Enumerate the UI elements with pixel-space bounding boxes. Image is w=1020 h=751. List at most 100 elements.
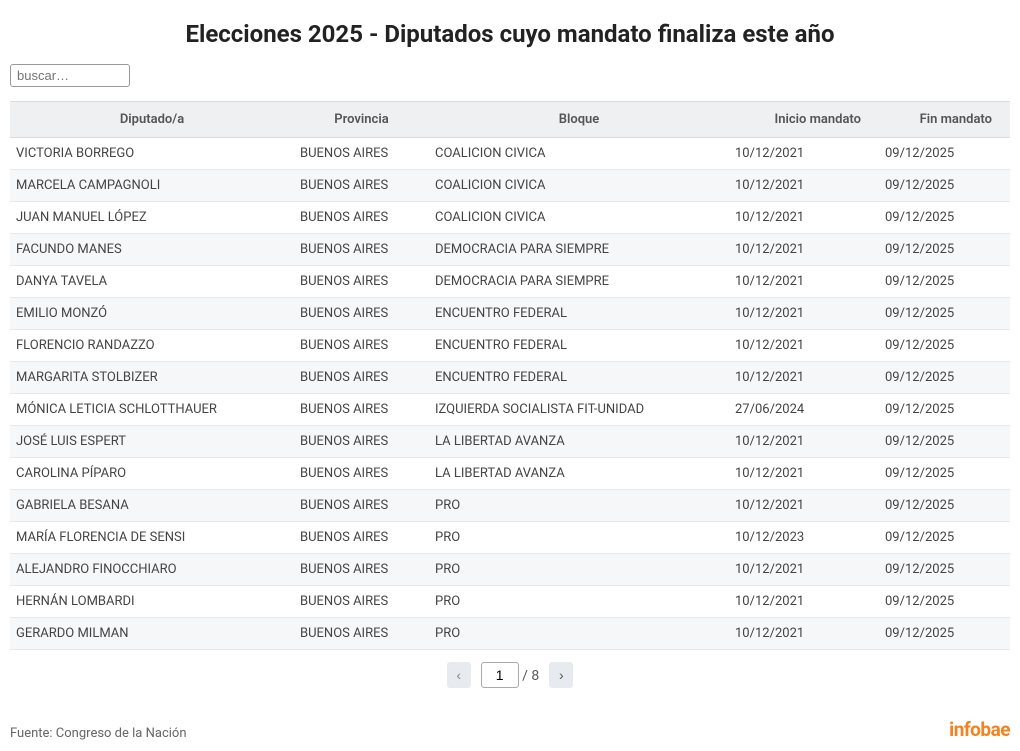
diputados-table: Diputado/a Provincia Bloque Inicio manda… bbox=[10, 101, 1010, 650]
footer: Fuente: Congreso de la Nación infobae bbox=[10, 718, 1010, 741]
cell-bloque: DEMOCRACIA PARA SIEMPRE bbox=[429, 266, 729, 298]
cell-dip: HERNÁN LOMBARDI bbox=[10, 586, 294, 618]
cell-dip: EMILIO MONZÓ bbox=[10, 298, 294, 330]
cell-dip: VICTORIA BORREGO bbox=[10, 138, 294, 170]
cell-fin: 09/12/2025 bbox=[879, 362, 1010, 394]
cell-dip: JUAN MANUEL LÓPEZ bbox=[10, 202, 294, 234]
page-title: Elecciones 2025 - Diputados cuyo mandato… bbox=[10, 20, 1010, 48]
col-header-inicio[interactable]: Inicio mandato bbox=[729, 102, 879, 138]
page-indicator: / 8 bbox=[481, 662, 540, 688]
cell-bloque: COALICION CIVICA bbox=[429, 138, 729, 170]
cell-inicio: 10/12/2021 bbox=[729, 554, 879, 586]
col-header-provincia[interactable]: Provincia bbox=[294, 102, 429, 138]
cell-dip: MÓNICA LETICIA SCHLOTTHAUER bbox=[10, 394, 294, 426]
cell-inicio: 10/12/2021 bbox=[729, 586, 879, 618]
cell-inicio: 10/12/2023 bbox=[729, 522, 879, 554]
cell-prov: BUENOS AIRES bbox=[294, 586, 429, 618]
cell-prov: BUENOS AIRES bbox=[294, 298, 429, 330]
cell-prov: BUENOS AIRES bbox=[294, 330, 429, 362]
table-row: MARGARITA STOLBIZERBUENOS AIRESENCUENTRO… bbox=[10, 362, 1010, 394]
cell-fin: 09/12/2025 bbox=[879, 394, 1010, 426]
cell-bloque: PRO bbox=[429, 522, 729, 554]
table-row: MÓNICA LETICIA SCHLOTTHAUERBUENOS AIRESI… bbox=[10, 394, 1010, 426]
cell-fin: 09/12/2025 bbox=[879, 266, 1010, 298]
cell-prov: BUENOS AIRES bbox=[294, 426, 429, 458]
cell-prov: BUENOS AIRES bbox=[294, 458, 429, 490]
prev-page-button[interactable]: ‹ bbox=[447, 662, 471, 688]
table-row: FACUNDO MANESBUENOS AIRESDEMOCRACIA PARA… bbox=[10, 234, 1010, 266]
table-row: MARÍA FLORENCIA DE SENSIBUENOS AIRESPRO1… bbox=[10, 522, 1010, 554]
cell-dip: CAROLINA PÍPARO bbox=[10, 458, 294, 490]
table-header-row: Diputado/a Provincia Bloque Inicio manda… bbox=[10, 102, 1010, 138]
table-row: DANYA TAVELABUENOS AIRESDEMOCRACIA PARA … bbox=[10, 266, 1010, 298]
cell-bloque: PRO bbox=[429, 618, 729, 650]
cell-bloque: COALICION CIVICA bbox=[429, 170, 729, 202]
cell-dip: FLORENCIO RANDAZZO bbox=[10, 330, 294, 362]
table-row: CAROLINA PÍPAROBUENOS AIRESLA LIBERTAD A… bbox=[10, 458, 1010, 490]
page-total-label: / 8 bbox=[522, 668, 539, 684]
cell-bloque: COALICION CIVICA bbox=[429, 202, 729, 234]
next-page-button[interactable]: › bbox=[549, 662, 573, 688]
table-row: EMILIO MONZÓBUENOS AIRESENCUENTRO FEDERA… bbox=[10, 298, 1010, 330]
table-row: ALEJANDRO FINOCCHIAROBUENOS AIRESPRO10/1… bbox=[10, 554, 1010, 586]
cell-bloque: IZQUIERDA SOCIALISTA FIT-UNIDAD bbox=[429, 394, 729, 426]
table-row: GABRIELA BESANABUENOS AIRESPRO10/12/2021… bbox=[10, 490, 1010, 522]
cell-prov: BUENOS AIRES bbox=[294, 394, 429, 426]
cell-inicio: 10/12/2021 bbox=[729, 234, 879, 266]
cell-fin: 09/12/2025 bbox=[879, 330, 1010, 362]
cell-inicio: 10/12/2021 bbox=[729, 138, 879, 170]
cell-dip: JOSÉ LUIS ESPERT bbox=[10, 426, 294, 458]
cell-dip: MARÍA FLORENCIA DE SENSI bbox=[10, 522, 294, 554]
cell-inicio: 10/12/2021 bbox=[729, 202, 879, 234]
table-row: VICTORIA BORREGOBUENOS AIRESCOALICION CI… bbox=[10, 138, 1010, 170]
cell-inicio: 10/12/2021 bbox=[729, 330, 879, 362]
table-row: JOSÉ LUIS ESPERTBUENOS AIRESLA LIBERTAD … bbox=[10, 426, 1010, 458]
cell-bloque: ENCUENTRO FEDERAL bbox=[429, 362, 729, 394]
cell-prov: BUENOS AIRES bbox=[294, 618, 429, 650]
cell-bloque: PRO bbox=[429, 586, 729, 618]
table-row: JUAN MANUEL LÓPEZBUENOS AIRESCOALICION C… bbox=[10, 202, 1010, 234]
cell-prov: BUENOS AIRES bbox=[294, 554, 429, 586]
cell-dip: FACUNDO MANES bbox=[10, 234, 294, 266]
cell-prov: BUENOS AIRES bbox=[294, 490, 429, 522]
cell-dip: ALEJANDRO FINOCCHIARO bbox=[10, 554, 294, 586]
cell-fin: 09/12/2025 bbox=[879, 522, 1010, 554]
cell-inicio: 10/12/2021 bbox=[729, 362, 879, 394]
cell-inicio: 10/12/2021 bbox=[729, 490, 879, 522]
cell-prov: BUENOS AIRES bbox=[294, 138, 429, 170]
cell-inicio: 10/12/2021 bbox=[729, 266, 879, 298]
cell-dip: MARCELA CAMPAGNOLI bbox=[10, 170, 294, 202]
cell-fin: 09/12/2025 bbox=[879, 170, 1010, 202]
col-header-bloque[interactable]: Bloque bbox=[429, 102, 729, 138]
cell-fin: 09/12/2025 bbox=[879, 618, 1010, 650]
cell-inicio: 10/12/2021 bbox=[729, 298, 879, 330]
cell-bloque: ENCUENTRO FEDERAL bbox=[429, 298, 729, 330]
search-input[interactable] bbox=[10, 64, 130, 87]
cell-dip: GERARDO MILMAN bbox=[10, 618, 294, 650]
cell-bloque: PRO bbox=[429, 490, 729, 522]
cell-bloque: LA LIBERTAD AVANZA bbox=[429, 458, 729, 490]
cell-prov: BUENOS AIRES bbox=[294, 266, 429, 298]
cell-fin: 09/12/2025 bbox=[879, 490, 1010, 522]
cell-fin: 09/12/2025 bbox=[879, 202, 1010, 234]
col-header-fin[interactable]: Fin mandato bbox=[879, 102, 1010, 138]
cell-dip: DANYA TAVELA bbox=[10, 266, 294, 298]
cell-bloque: ENCUENTRO FEDERAL bbox=[429, 330, 729, 362]
cell-inicio: 10/12/2021 bbox=[729, 170, 879, 202]
cell-fin: 09/12/2025 bbox=[879, 234, 1010, 266]
cell-bloque: LA LIBERTAD AVANZA bbox=[429, 426, 729, 458]
table-row: GERARDO MILMANBUENOS AIRESPRO10/12/20210… bbox=[10, 618, 1010, 650]
cell-prov: BUENOS AIRES bbox=[294, 362, 429, 394]
pagination: ‹ / 8 › bbox=[10, 662, 1010, 688]
page-number-input[interactable] bbox=[481, 662, 519, 688]
cell-prov: BUENOS AIRES bbox=[294, 170, 429, 202]
cell-prov: BUENOS AIRES bbox=[294, 202, 429, 234]
cell-dip: MARGARITA STOLBIZER bbox=[10, 362, 294, 394]
cell-fin: 09/12/2025 bbox=[879, 586, 1010, 618]
cell-bloque: PRO bbox=[429, 554, 729, 586]
col-header-diputado[interactable]: Diputado/a bbox=[10, 102, 294, 138]
brand-logo: infobae bbox=[949, 718, 1010, 741]
cell-dip: GABRIELA BESANA bbox=[10, 490, 294, 522]
cell-inicio: 27/06/2024 bbox=[729, 394, 879, 426]
cell-inicio: 10/12/2021 bbox=[729, 618, 879, 650]
